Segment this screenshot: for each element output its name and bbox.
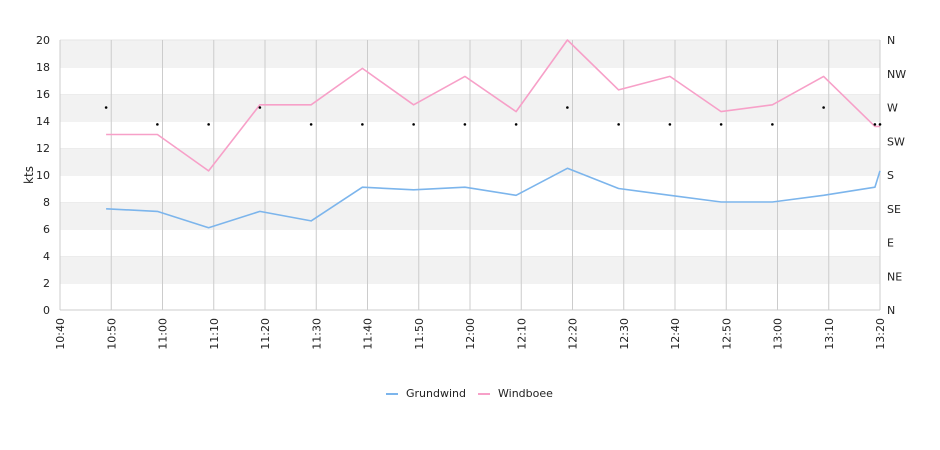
x-axis-ticks: 10:40 10:50 11:00 11:10 11:20 11:30 11:40 11:50… — [54, 318, 887, 350]
y-tick-label: 4 — [43, 250, 50, 263]
legend[interactable]: Grundwind Windboee — [386, 387, 553, 400]
y-tick-label: 8 — [43, 196, 50, 209]
x-tick-label: 11:10 — [208, 318, 221, 350]
direction-marker — [361, 123, 364, 126]
direction-tick-label: N — [887, 34, 895, 47]
series-lines — [106, 39, 881, 229]
direction-marker — [104, 106, 108, 109]
y-tick-label: 10 — [36, 169, 50, 182]
x-tick-label: 11:30 — [310, 318, 323, 350]
vertical-grid — [59, 40, 881, 310]
direction-marker — [207, 123, 210, 126]
direction-tick-label: SE — [887, 203, 901, 216]
x-tick-label: 11:40 — [362, 318, 375, 350]
direction-tick-label: S — [887, 169, 894, 182]
legend-label: Grundwind — [406, 387, 466, 400]
x-tick-label: 11:00 — [157, 318, 170, 350]
y-axis-title: kts — [22, 166, 36, 184]
y-tick-label: 14 — [36, 115, 50, 128]
legend-label: Windboee — [498, 387, 553, 400]
direction-tick-label: E — [887, 237, 894, 250]
x-tick-label: 12:20 — [567, 318, 580, 350]
direction-marker — [873, 123, 877, 126]
y-tick-label: 20 — [36, 34, 50, 47]
direction-marker — [617, 123, 620, 126]
x-tick-label: 10:40 — [54, 318, 67, 350]
legend-item-grundwind[interactable]: Grundwind — [386, 387, 466, 400]
direction-tick-label: NE — [887, 270, 902, 283]
series-line-grundwind[interactable] — [106, 167, 881, 229]
y-tick-label: 6 — [43, 223, 50, 236]
x-tick-label: 10:50 — [105, 318, 118, 350]
y-tick-label: 0 — [43, 304, 50, 317]
x-tick-label: 13:00 — [772, 318, 785, 350]
direction-marker — [156, 123, 159, 126]
direction-marker — [668, 123, 672, 126]
y-tick-label: 12 — [36, 142, 50, 155]
y-tick-label: 2 — [43, 277, 50, 290]
direction-marker — [514, 123, 518, 126]
y-tick-label: 18 — [36, 61, 50, 74]
x-tick-label: 12:30 — [618, 318, 631, 350]
y-axis-ticks: 0 2 4 6 8 10 12 14 16 18 20 — [36, 34, 50, 317]
direction-marker — [566, 106, 569, 109]
direction-markers — [104, 106, 882, 126]
legend-item-windboee[interactable]: Windboee — [478, 387, 553, 400]
direction-marker — [822, 106, 825, 109]
series-line-windboee[interactable] — [106, 39, 880, 172]
x-tick-label: 12:00 — [464, 318, 477, 350]
x-tick-label: 12:50 — [720, 318, 733, 350]
direction-marker — [258, 106, 262, 109]
x-tick-label: 11:50 — [413, 318, 426, 350]
x-tick-label: 11:20 — [259, 318, 272, 350]
direction-tick-label: SW — [887, 135, 905, 148]
direction-marker — [412, 123, 415, 126]
y-tick-label: 16 — [36, 88, 50, 101]
direction-tick-label: W — [887, 102, 898, 115]
x-tick-label: 12:40 — [669, 318, 682, 350]
direction-axis-ticks: N NE E SE S SW W NW N — [887, 34, 906, 317]
direction-tick-label: N — [887, 304, 895, 317]
direction-marker — [878, 123, 882, 126]
x-tick-label: 12:10 — [515, 318, 528, 350]
direction-marker — [309, 123, 313, 126]
direction-marker — [463, 123, 467, 126]
direction-tick-label: NW — [887, 68, 906, 81]
direction-marker — [771, 123, 774, 126]
x-tick-label: 13:10 — [823, 318, 836, 350]
direction-marker — [719, 123, 723, 126]
x-tick-label: 13:20 — [874, 318, 887, 350]
